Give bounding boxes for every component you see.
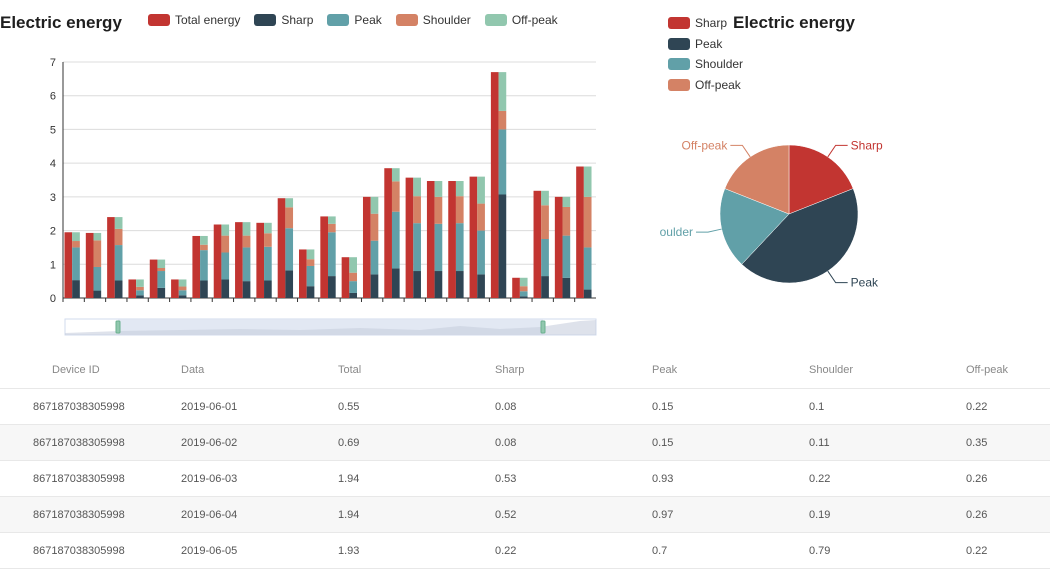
cell-shoulder: 0.19 bbox=[808, 496, 965, 533]
pie-legend-swatch-shoulder bbox=[668, 58, 690, 71]
pie-legend-swatch-peak bbox=[668, 37, 690, 50]
pie-slice-label: Sharp bbox=[851, 138, 883, 152]
col-header-shoulder[interactable]: Shoulder bbox=[808, 352, 965, 389]
legend-swatch-sharp bbox=[254, 14, 277, 26]
bar-chart-legend: Total energy Sharp Peak Shoulder Off-pea… bbox=[148, 13, 558, 27]
pie-legend-item-sharp[interactable]: Sharp bbox=[668, 13, 743, 34]
col-header-data[interactable]: Data bbox=[180, 352, 337, 389]
data-zoom-slider[interactable] bbox=[0, 0, 610, 350]
cell-off-peak: 0.22 bbox=[965, 388, 1050, 425]
cell-off-peak: 0.22 bbox=[965, 532, 1050, 569]
legend-label: Total energy bbox=[175, 13, 241, 27]
legend-item-total-energy[interactable]: Total energy bbox=[148, 13, 240, 27]
col-header-device-id[interactable]: Device ID bbox=[0, 352, 180, 389]
legend-swatch-peak bbox=[327, 14, 350, 26]
cell-sharp: 0.22 bbox=[494, 532, 651, 569]
energy-table-container: Device ID Data Total Sharp Peak Shoulder… bbox=[0, 352, 1050, 569]
cell-device-id: 867187038305998 bbox=[0, 532, 180, 569]
cell-total: 0.55 bbox=[337, 388, 494, 425]
cell-date: 2019-06-02 bbox=[180, 424, 337, 461]
cell-peak: 0.7 bbox=[651, 532, 808, 569]
cell-off-peak: 0.26 bbox=[965, 496, 1050, 533]
cell-device-id: 867187038305998 bbox=[0, 388, 180, 425]
legend-label: Shoulder bbox=[422, 13, 471, 27]
pie-legend-item-off-peak[interactable]: Off-peak bbox=[668, 75, 743, 96]
legend-item-sharp[interactable]: Sharp bbox=[254, 13, 313, 27]
cell-sharp: 0.08 bbox=[494, 388, 651, 425]
cell-total: 0.69 bbox=[337, 424, 494, 461]
pie-legend-swatch-sharp bbox=[668, 17, 690, 30]
cell-off-peak: 0.35 bbox=[965, 424, 1050, 461]
legend-label: Off-peak bbox=[511, 13, 558, 27]
pie-slice-peak[interactable] bbox=[741, 188, 859, 284]
cell-total: 1.93 bbox=[337, 532, 494, 569]
cell-sharp: 0.52 bbox=[494, 496, 651, 533]
cell-sharp: 0.08 bbox=[494, 424, 651, 461]
bar-chart-panel: Electric energy Total energy Sharp Peak … bbox=[0, 0, 610, 350]
zoom-handle-left[interactable] bbox=[115, 320, 121, 334]
table-row[interactable]: 867187038305998 2019-06-02 0.69 0.08 0.1… bbox=[0, 424, 1050, 461]
pie-chart-legend: Sharp Peak Shoulder Off-peak bbox=[668, 13, 743, 95]
col-header-peak[interactable]: Peak bbox=[651, 352, 808, 389]
cell-peak: 0.93 bbox=[651, 460, 808, 497]
table-header-row: Device ID Data Total Sharp Peak Shoulder… bbox=[0, 352, 1050, 389]
legend-swatch-offpeak bbox=[484, 14, 507, 26]
pie-label-line bbox=[827, 144, 848, 158]
cell-sharp: 0.53 bbox=[494, 460, 651, 497]
cell-device-id: 867187038305998 bbox=[0, 496, 180, 533]
cell-date: 2019-06-04 bbox=[180, 496, 337, 533]
legend-item-off-peak[interactable]: Off-peak bbox=[484, 13, 558, 27]
energy-table: Device ID Data Total Sharp Peak Shoulder… bbox=[0, 352, 1050, 569]
cell-date: 2019-06-01 bbox=[180, 388, 337, 425]
cell-shoulder: 0.1 bbox=[808, 388, 965, 425]
cell-peak: 0.15 bbox=[651, 424, 808, 461]
pie-legend-swatch-offpeak bbox=[668, 78, 690, 91]
legend-label: Off-peak bbox=[695, 77, 741, 92]
table-row[interactable]: 867187038305998 2019-06-05 1.93 0.22 0.7… bbox=[0, 532, 1050, 569]
cell-shoulder: 0.22 bbox=[808, 460, 965, 497]
legend-swatch-shoulder bbox=[395, 14, 418, 26]
zoom-preview-area bbox=[65, 320, 596, 335]
legend-label: Sharp bbox=[695, 16, 728, 31]
pie-slice-label: Peak bbox=[851, 276, 879, 290]
legend-label: Sharp bbox=[281, 13, 314, 27]
pie-chart-plot: Sharp Peak oulder Off-peak bbox=[660, 138, 883, 290]
cell-total: 1.94 bbox=[337, 460, 494, 497]
pie-label-line bbox=[695, 228, 722, 233]
legend-item-peak[interactable]: Peak bbox=[327, 13, 382, 27]
cell-shoulder: 0.79 bbox=[808, 532, 965, 569]
pie-label-line bbox=[730, 144, 751, 158]
col-header-total[interactable]: Total bbox=[337, 352, 494, 389]
cell-device-id: 867187038305998 bbox=[0, 424, 180, 461]
pie-slice-label: oulder bbox=[660, 225, 693, 239]
bar-chart-title: Electric energy bbox=[0, 13, 122, 32]
cell-peak: 0.15 bbox=[651, 388, 808, 425]
pie-chart-panel: Sharp Peak Shoulder Off-peak Electric en… bbox=[655, 0, 1050, 350]
legend-label: Peak bbox=[354, 13, 382, 27]
cell-date: 2019-06-03 bbox=[180, 460, 337, 497]
cell-device-id: 867187038305998 bbox=[0, 460, 180, 497]
table-row[interactable]: 867187038305998 2019-06-04 1.94 0.52 0.9… bbox=[0, 496, 1050, 533]
pie-label-line bbox=[827, 270, 848, 284]
pie-legend-item-shoulder[interactable]: Shoulder bbox=[668, 54, 743, 75]
pie-legend-item-peak[interactable]: Peak bbox=[668, 34, 743, 55]
pie-chart-title: Electric energy bbox=[733, 13, 855, 32]
table-row[interactable]: 867187038305998 2019-06-03 1.94 0.53 0.9… bbox=[0, 460, 1050, 497]
zoom-handle-right[interactable] bbox=[540, 320, 546, 334]
legend-item-shoulder[interactable]: Shoulder bbox=[395, 13, 471, 27]
col-header-sharp[interactable]: Sharp bbox=[494, 352, 651, 389]
cell-off-peak: 0.26 bbox=[965, 460, 1050, 497]
cell-shoulder: 0.11 bbox=[808, 424, 965, 461]
legend-label: Shoulder bbox=[695, 57, 744, 72]
col-header-off-peak[interactable]: Off-peak bbox=[965, 352, 1050, 389]
cell-peak: 0.97 bbox=[651, 496, 808, 533]
legend-label: Peak bbox=[695, 36, 723, 51]
cell-date: 2019-06-05 bbox=[180, 532, 337, 569]
pie-slice-label: Off-peak bbox=[682, 138, 729, 152]
cell-total: 1.94 bbox=[337, 496, 494, 533]
legend-swatch-total bbox=[148, 14, 170, 26]
table-row[interactable]: 867187038305998 2019-06-01 0.55 0.08 0.1… bbox=[0, 388, 1050, 425]
